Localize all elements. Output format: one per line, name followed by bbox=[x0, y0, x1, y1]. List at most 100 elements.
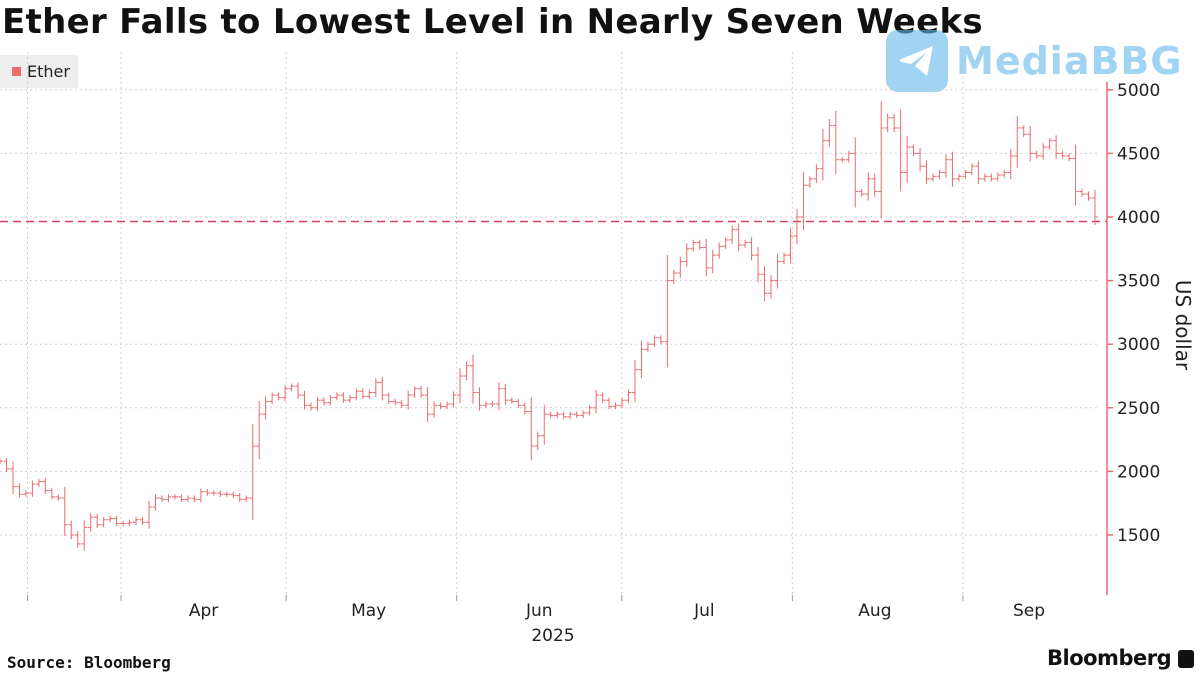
ohlc-bar bbox=[897, 109, 904, 192]
ohlc-bar bbox=[68, 520, 75, 540]
ohlc-bar bbox=[1020, 125, 1027, 137]
ohlc-bar bbox=[457, 367, 464, 404]
telegram-icon bbox=[886, 30, 948, 92]
ohlc-bar bbox=[107, 515, 114, 523]
ohlc-bars bbox=[0, 101, 1098, 551]
ohlc-bar bbox=[282, 384, 289, 402]
ohlc-bar bbox=[444, 401, 451, 410]
ohlc-bar bbox=[930, 173, 937, 182]
ohlc-bar bbox=[243, 495, 250, 503]
chart-title: Ether Falls to Lowest Level in Nearly Se… bbox=[2, 2, 983, 42]
ohlc-bar bbox=[120, 520, 127, 527]
ohlc-bar bbox=[411, 386, 418, 398]
ohlc-bar bbox=[910, 144, 917, 157]
ohlc-bar bbox=[463, 361, 470, 381]
ohlc-bar bbox=[981, 173, 988, 182]
ohlc-bar bbox=[515, 398, 522, 408]
ohlc-bar bbox=[547, 411, 554, 419]
y-tick-label: 4000 bbox=[1117, 208, 1160, 228]
ohlc-bar bbox=[891, 113, 898, 133]
ohlc-bar bbox=[9, 461, 16, 495]
ohlc-bar bbox=[780, 252, 787, 265]
ohlc-bar bbox=[217, 490, 224, 497]
ohlc-bar bbox=[858, 188, 865, 197]
y-tick-label: 2000 bbox=[1117, 462, 1160, 482]
ohlc-bar bbox=[619, 397, 626, 408]
ohlc-bar bbox=[1027, 126, 1034, 162]
ohlc-bar bbox=[696, 239, 703, 251]
ohlc-bar bbox=[476, 387, 483, 411]
ohlc-bar bbox=[683, 243, 690, 267]
ohlc-bar bbox=[133, 517, 140, 525]
ohlc-bar bbox=[502, 383, 509, 405]
ohlc-bar bbox=[612, 402, 619, 410]
ohlc-bar bbox=[353, 388, 360, 401]
ohlc-bar bbox=[845, 150, 852, 163]
ohlc-bar bbox=[774, 253, 781, 289]
ohlc-bar bbox=[988, 173, 995, 182]
ohlc-bar bbox=[567, 411, 574, 420]
ohlc-bar bbox=[379, 377, 386, 401]
ohlc-bar bbox=[308, 402, 315, 411]
ohlc-bar bbox=[113, 515, 120, 527]
ohlc-bar bbox=[489, 401, 496, 407]
ohlc-bar bbox=[295, 382, 302, 399]
bloomberg-logo-text: Bloomberg bbox=[1047, 646, 1172, 670]
x-tick-label: Aug bbox=[858, 601, 891, 621]
ohlc-bar bbox=[528, 397, 535, 461]
ohlc-bar bbox=[761, 266, 768, 302]
ohlc-bar bbox=[690, 239, 697, 252]
ohlc-bar bbox=[35, 478, 42, 487]
ohlc-bar bbox=[22, 490, 29, 497]
ohlc-bar bbox=[210, 490, 217, 496]
ohlc-bar bbox=[366, 389, 373, 400]
bloomberg-terminal-icon bbox=[1178, 650, 1194, 668]
ohlc-bar bbox=[560, 411, 567, 420]
ohlc-bar bbox=[482, 401, 489, 408]
ohlc-bar bbox=[87, 512, 94, 532]
ohlc-bar bbox=[437, 402, 444, 410]
ohlc-bar bbox=[0, 458, 3, 464]
ohlc-bar bbox=[197, 488, 204, 503]
ohlc-bar bbox=[158, 495, 165, 503]
ohlc-bar bbox=[904, 136, 911, 184]
ohlc-bar bbox=[139, 517, 146, 525]
ohlc-bar bbox=[29, 480, 36, 497]
ohlc-bar bbox=[521, 402, 528, 415]
ohlc-bar bbox=[275, 392, 282, 401]
ohlc-bar bbox=[787, 228, 794, 264]
ohlc-bar bbox=[832, 110, 839, 175]
ohlc-bar bbox=[359, 388, 366, 400]
ohlc-bar bbox=[262, 396, 269, 420]
ohlc-bar bbox=[495, 382, 502, 411]
y-tick-label: 1500 bbox=[1117, 526, 1160, 546]
ohlc-bar bbox=[152, 494, 159, 511]
ohlc-bar bbox=[1079, 188, 1086, 197]
ohlc-bar bbox=[346, 394, 353, 403]
ohlc-bar bbox=[852, 137, 859, 208]
ohlc-bar bbox=[223, 491, 230, 497]
ohlc-bar bbox=[800, 171, 807, 231]
ohlc-bar bbox=[657, 335, 664, 345]
ohlc-bar bbox=[942, 154, 949, 178]
ohlc-bar bbox=[651, 335, 658, 347]
ohlc-bar bbox=[677, 256, 684, 278]
ohlc-bar bbox=[1033, 150, 1040, 159]
ohlc-bar bbox=[722, 237, 729, 249]
ohlc-bar bbox=[165, 494, 172, 503]
ohlc-bar bbox=[450, 391, 457, 408]
ohlc-bar bbox=[1059, 150, 1066, 159]
ohlc-bar bbox=[55, 494, 62, 501]
ohlc-bar bbox=[625, 389, 632, 404]
ohlc-bar bbox=[994, 172, 1001, 182]
ohlc-bar bbox=[768, 275, 775, 299]
ohlc-bar bbox=[729, 225, 736, 245]
y-tick-label: 2500 bbox=[1117, 399, 1160, 419]
ohlc-bar bbox=[126, 519, 133, 527]
ohlc-bar bbox=[644, 341, 651, 352]
ohlc-bar bbox=[178, 494, 185, 503]
ohlc-bar bbox=[593, 389, 600, 414]
ohlc-bar bbox=[1014, 116, 1021, 168]
source-note: Source: Bloomberg bbox=[7, 653, 171, 672]
ohlc-bar bbox=[42, 477, 49, 495]
